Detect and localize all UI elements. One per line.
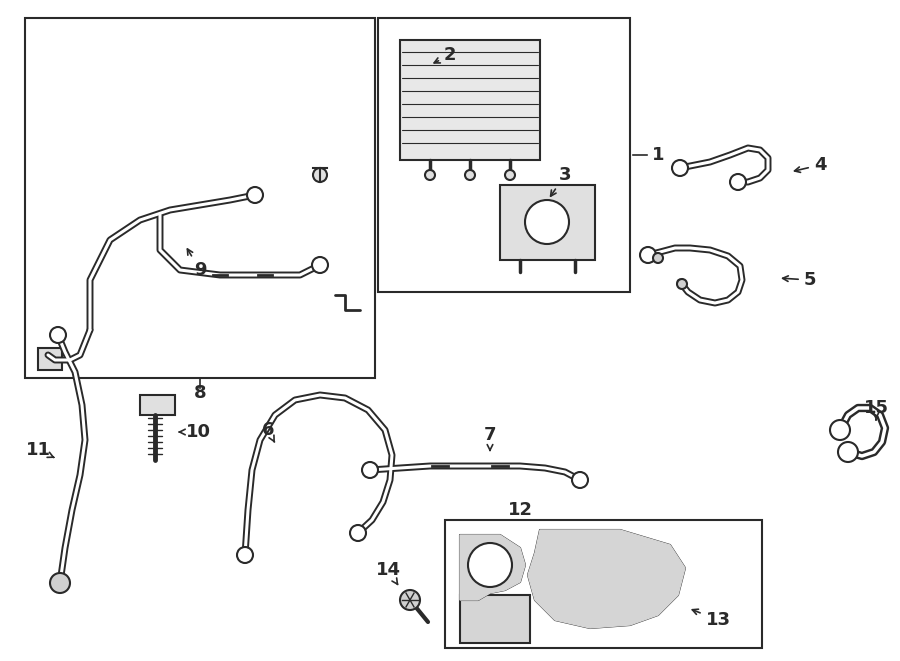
Polygon shape bbox=[460, 535, 525, 600]
Circle shape bbox=[50, 573, 70, 593]
Bar bbox=[140, 395, 175, 415]
Circle shape bbox=[465, 170, 475, 180]
Bar bbox=[38, 348, 62, 370]
Text: 12: 12 bbox=[508, 501, 533, 519]
Bar bbox=[445, 520, 762, 648]
Text: 5: 5 bbox=[783, 271, 816, 289]
Circle shape bbox=[468, 543, 512, 587]
Text: 3: 3 bbox=[551, 166, 572, 196]
Text: 10: 10 bbox=[179, 423, 211, 441]
Circle shape bbox=[525, 200, 569, 244]
Text: 2: 2 bbox=[434, 46, 456, 64]
Circle shape bbox=[505, 170, 515, 180]
Circle shape bbox=[350, 525, 366, 541]
Circle shape bbox=[640, 247, 656, 263]
Circle shape bbox=[425, 170, 435, 180]
Bar bbox=[378, 18, 630, 292]
Bar bbox=[460, 595, 530, 643]
Polygon shape bbox=[528, 530, 685, 628]
Text: 14: 14 bbox=[375, 561, 401, 584]
Text: 7: 7 bbox=[484, 426, 496, 450]
Circle shape bbox=[730, 174, 746, 190]
Circle shape bbox=[830, 420, 850, 440]
Bar bbox=[400, 40, 540, 160]
Bar bbox=[500, 185, 595, 260]
Circle shape bbox=[838, 442, 858, 462]
Bar bbox=[25, 18, 375, 378]
Circle shape bbox=[312, 257, 328, 273]
Text: 6: 6 bbox=[262, 421, 274, 442]
Text: 1: 1 bbox=[652, 146, 664, 164]
Circle shape bbox=[50, 327, 66, 343]
Circle shape bbox=[237, 547, 253, 563]
Circle shape bbox=[313, 168, 327, 182]
Circle shape bbox=[247, 187, 263, 203]
Text: 13: 13 bbox=[692, 609, 731, 629]
Text: 4: 4 bbox=[795, 156, 826, 174]
Circle shape bbox=[677, 279, 687, 289]
Text: 11: 11 bbox=[25, 441, 54, 459]
Text: 8: 8 bbox=[194, 384, 206, 402]
Circle shape bbox=[672, 160, 688, 176]
Text: 15: 15 bbox=[863, 399, 888, 420]
Circle shape bbox=[362, 462, 378, 478]
Text: 9: 9 bbox=[187, 249, 206, 279]
Circle shape bbox=[572, 472, 588, 488]
Circle shape bbox=[653, 253, 663, 263]
Circle shape bbox=[400, 590, 420, 610]
